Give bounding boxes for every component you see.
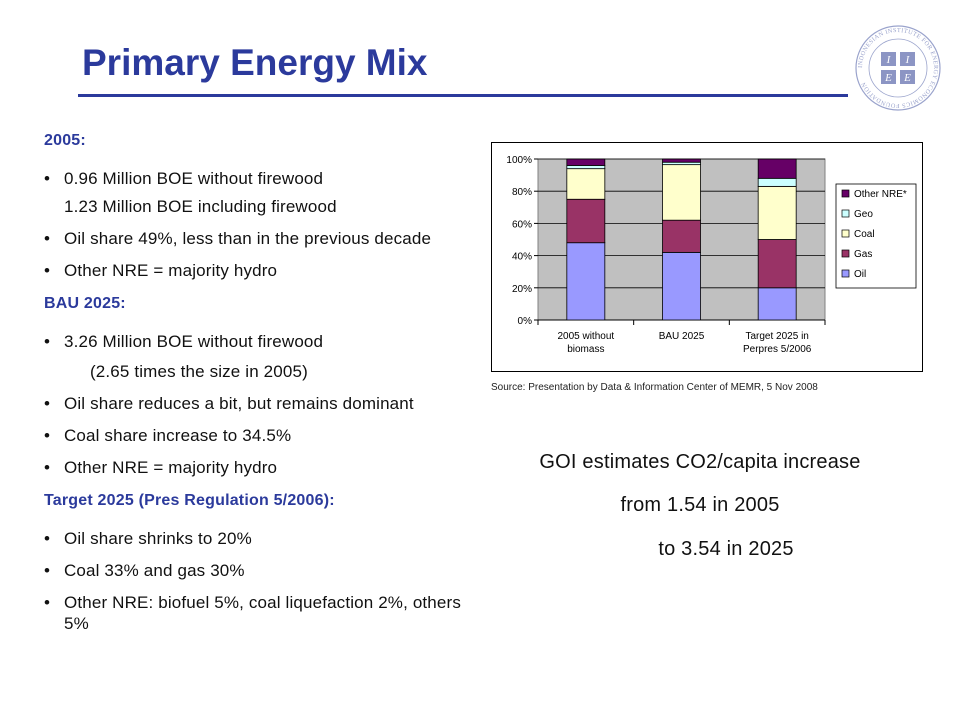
bullet-item: Oil share 49%, less than in the previous… — [44, 228, 464, 249]
legend-swatch — [841, 209, 850, 218]
note-line-1: GOI estimates CO2/capita increase — [539, 451, 861, 473]
bullet-line: 0.96 Million BOE without firewood — [64, 169, 324, 188]
bar-segment — [566, 158, 606, 166]
bar-segment — [757, 185, 797, 240]
section-heading: BAU 2025: — [44, 295, 126, 312]
bullet-line: Oil share 49%, less than in the previous… — [64, 229, 432, 248]
y-tick-label: 40% — [512, 252, 532, 263]
bullet-line: Coal share increase to 34.5% — [64, 426, 292, 445]
legend-swatch — [841, 189, 850, 198]
bullet-line: Coal 33% and gas 30% — [64, 561, 245, 580]
bullet-item: Oil share shrinks to 20% — [44, 528, 464, 549]
x-category-label: Perpres 5/2006 — [743, 344, 812, 355]
bullet-list: 3.26 Million BOE without firewood (2.65 … — [44, 331, 464, 478]
slide-title: Primary Energy Mix — [82, 42, 428, 83]
bullet-item: Other NRE: biofuel 5%, coal liquefaction… — [44, 592, 464, 634]
x-category-label: Target 2025 in — [745, 331, 808, 342]
bullet-item: 0.96 Million BOE without firewood 1.23 M… — [44, 168, 464, 217]
section-2005: 2005: 0.96 Million BOE without firewood … — [44, 132, 464, 281]
bullet-list: Oil share shrinks to 20% Coal 33% and ga… — [44, 528, 464, 634]
bar-segment — [662, 164, 701, 221]
logo-letter: I — [886, 54, 892, 66]
legend-swatch — [841, 229, 850, 238]
bar-segment — [757, 158, 797, 179]
bullet-item: Other NRE = majority hydro — [44, 457, 464, 478]
section-target-2025: Target 2025 (Pres Regulation 5/2006): Oi… — [44, 492, 464, 634]
legend-label: Oil — [854, 269, 866, 280]
x-category-label: BAU 2025 — [659, 331, 705, 342]
institute-logo: INDONESIAN INSTITUTE FOR ENERGY ECONOMIC… — [855, 25, 941, 111]
y-tick-label: 60% — [512, 219, 532, 230]
bullet-item: 3.26 Million BOE without firewood (2.65 … — [44, 331, 464, 382]
y-tick-label: 100% — [506, 155, 532, 166]
bullet-line: 3.26 Million BOE without firewood — [64, 332, 324, 351]
bullet-line: Other NRE = majority hydro — [64, 261, 278, 280]
bullet-item: Oil share reduces a bit, but remains dom… — [44, 393, 464, 414]
bullet-line: Oil share shrinks to 20% — [64, 529, 252, 548]
bar-segment — [757, 239, 797, 289]
bar-segment — [566, 198, 606, 244]
logo-letter: I — [905, 54, 911, 66]
chart-svg: 0% 20% 40% 60% 80% 100% 2005 without biomass BAU… — [491, 142, 923, 372]
bar-segment — [757, 287, 797, 321]
bullet-line: Oil share reduces a bit, but remains dom… — [64, 394, 414, 413]
y-tick-label: 80% — [512, 187, 532, 198]
legend-label: Other NRE* — [854, 189, 907, 200]
bar-segment — [662, 251, 701, 321]
title-underline — [78, 94, 848, 97]
section-heading: 2005: — [44, 132, 86, 149]
bar-segment — [566, 168, 606, 200]
bar-segment — [566, 165, 606, 170]
y-tick-label: 20% — [512, 284, 532, 295]
bar-segment — [662, 219, 701, 253]
bullet-line: 1.23 Million BOE including firewood — [64, 197, 337, 216]
legend-label: Coal — [854, 229, 875, 240]
bar-segment — [662, 158, 701, 163]
x-category-label: biomass — [567, 344, 604, 355]
note-line-3: to 3.54 in 2025 — [658, 538, 794, 560]
bullet-line: Other NRE = majority hydro — [64, 458, 278, 477]
logo-letter: E — [903, 72, 911, 84]
legend-label: Geo — [854, 209, 873, 220]
logo-letter: E — [884, 72, 892, 84]
legend-swatch — [841, 249, 850, 258]
chart-source: Source: Presentation by Data & Informati… — [491, 382, 818, 393]
bullet-line: Other NRE: biofuel 5%, coal liquefaction… — [64, 593, 461, 633]
y-tick-label: 0% — [518, 316, 533, 327]
bar-segment — [566, 242, 606, 321]
x-category-label: 2005 without — [557, 331, 614, 342]
left-text-column: 2005: 0.96 Million BOE without firewood … — [44, 132, 464, 645]
section-bau-2025: BAU 2025: 3.26 Million BOE without firew… — [44, 295, 464, 478]
legend-label: Gas — [854, 249, 872, 260]
bullet-list: 0.96 Million BOE without firewood 1.23 M… — [44, 168, 464, 281]
bar-segment — [757, 177, 797, 187]
energy-mix-chart: 0% 20% 40% 60% 80% 100% 2005 without biomass BAU… — [491, 142, 923, 372]
bullet-line: (2.65 times the size in 2005) — [90, 362, 308, 381]
bullet-item: Coal 33% and gas 30% — [44, 560, 464, 581]
note-line-2: from 1.54 in 2005 — [620, 494, 780, 516]
legend-swatch — [841, 269, 850, 278]
section-heading: Target 2025 (Pres Regulation 5/2006): — [44, 492, 335, 509]
bullet-item: Other NRE = majority hydro — [44, 260, 464, 281]
bullet-item: Coal share increase to 34.5% — [44, 425, 464, 446]
